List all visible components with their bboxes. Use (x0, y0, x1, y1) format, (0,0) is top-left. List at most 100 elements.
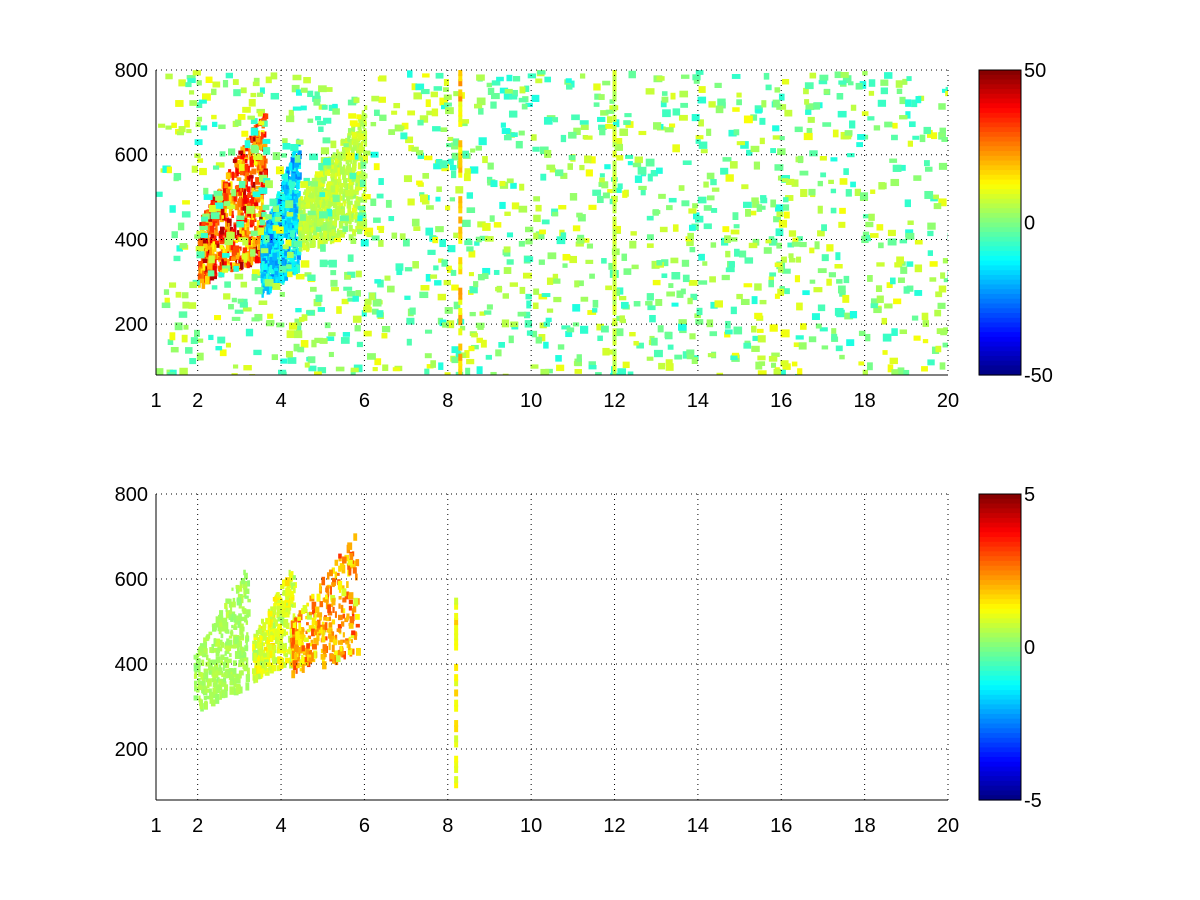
heatmap-cell (531, 330, 538, 338)
heatmap-cell (612, 358, 617, 366)
heatmap-cell (257, 665, 261, 674)
heatmap-cell (217, 257, 222, 261)
heatmap-cell (306, 602, 309, 607)
heatmap-cell (370, 121, 377, 127)
heatmap-cell (351, 207, 357, 213)
heatmap-cell (321, 576, 326, 586)
heatmap-cell (249, 219, 255, 225)
heatmap-cell (233, 265, 239, 272)
heatmap-cell (220, 211, 224, 219)
heatmap-cell (361, 110, 365, 115)
heatmap-cell (218, 272, 225, 278)
heatmap-cell (438, 362, 444, 370)
x-tick-label: 6 (359, 815, 370, 837)
heatmap-cell (202, 258, 208, 264)
heatmap-cell (698, 141, 708, 149)
heatmap-cell (281, 210, 286, 220)
heatmap-cell (268, 269, 274, 274)
colorbar-segment (979, 618, 1021, 624)
heatmap-cell (523, 311, 531, 319)
heatmap-cell (273, 645, 277, 651)
heatmap-cell (242, 664, 248, 670)
heatmap-cell (227, 222, 230, 232)
heatmap-cell (278, 265, 287, 273)
heatmap-cell (235, 673, 241, 682)
heatmap-cell (297, 192, 301, 197)
heatmap-cell (181, 292, 189, 299)
heatmap-cell (332, 606, 335, 613)
heatmap-cell (239, 234, 242, 238)
heatmap-cell (945, 86, 948, 95)
heatmap-cell (240, 281, 248, 288)
heatmap-cell (551, 211, 559, 217)
heatmap-cell (354, 200, 358, 209)
heatmap-cell (285, 169, 288, 175)
heatmap-cell (244, 645, 249, 652)
heatmap-cell (348, 644, 351, 651)
heatmap-cell (307, 215, 311, 220)
heatmap-cell (281, 253, 285, 258)
heatmap-cell (257, 637, 260, 643)
heatmap-cell (339, 229, 344, 238)
heatmap-cell (894, 262, 903, 268)
heatmap-cell (296, 254, 301, 261)
heatmap-cell (305, 201, 311, 208)
heatmap-cell (239, 646, 243, 654)
heatmap-cell (776, 369, 786, 375)
heatmap-cell (633, 340, 639, 346)
heatmap-cell (374, 358, 382, 366)
heatmap-cell (619, 315, 625, 323)
heatmap-cell (647, 173, 653, 182)
heatmap-cell (232, 262, 237, 266)
heatmap-cell (302, 239, 305, 245)
heatmap-cell (889, 158, 898, 163)
heatmap-cell (776, 242, 783, 249)
heatmap-cell (327, 169, 331, 176)
heatmap-cell (284, 233, 289, 238)
heatmap-cell (217, 667, 223, 672)
heatmap-cell (198, 695, 201, 703)
colorbar-segment (979, 556, 1021, 562)
x-tick-label: 20 (937, 390, 959, 412)
heatmap-cell (291, 648, 295, 652)
heatmap-cell (212, 687, 215, 695)
heatmap-cell (540, 368, 550, 375)
heatmap-cell (310, 198, 315, 202)
heatmap-cell (212, 81, 221, 88)
heatmap-cell (331, 598, 336, 606)
heatmap-cell (854, 188, 862, 197)
heatmap-cell (458, 160, 463, 168)
heatmap-cell (372, 367, 378, 372)
heatmap-cell (317, 120, 326, 126)
heatmap-cell (355, 138, 359, 148)
heatmap-cell (865, 333, 871, 342)
heatmap-cell (834, 71, 842, 79)
heatmap-cell (196, 352, 204, 361)
heatmap-cell (357, 171, 362, 176)
heatmap-cell (228, 598, 232, 608)
colorbar-segment (979, 508, 1021, 514)
heatmap-cell (236, 186, 242, 192)
heatmap-cell (306, 643, 310, 649)
heatmap-cell (245, 636, 248, 646)
heatmap-cell (454, 776, 459, 784)
heatmap-cell (724, 331, 731, 338)
heatmap-cell (316, 626, 321, 633)
heatmap-cell (253, 153, 263, 160)
heatmap-cell (856, 142, 864, 148)
heatmap-cell (197, 677, 201, 683)
heatmap-cell (307, 612, 312, 620)
colorbar-segment (979, 733, 1021, 739)
heatmap-cell (293, 241, 303, 248)
heatmap-cell (627, 161, 633, 166)
heatmap-cell (458, 308, 463, 315)
heatmap-cell (336, 230, 340, 236)
heatmap-cell (524, 85, 530, 92)
heatmap-cell (241, 234, 245, 240)
heatmap-cell (224, 230, 228, 238)
heatmap-cell (454, 725, 459, 733)
heatmap-cell (306, 228, 312, 233)
heatmap-cell (612, 94, 617, 102)
heatmap-cell (263, 147, 271, 155)
heatmap-cell (339, 215, 349, 222)
